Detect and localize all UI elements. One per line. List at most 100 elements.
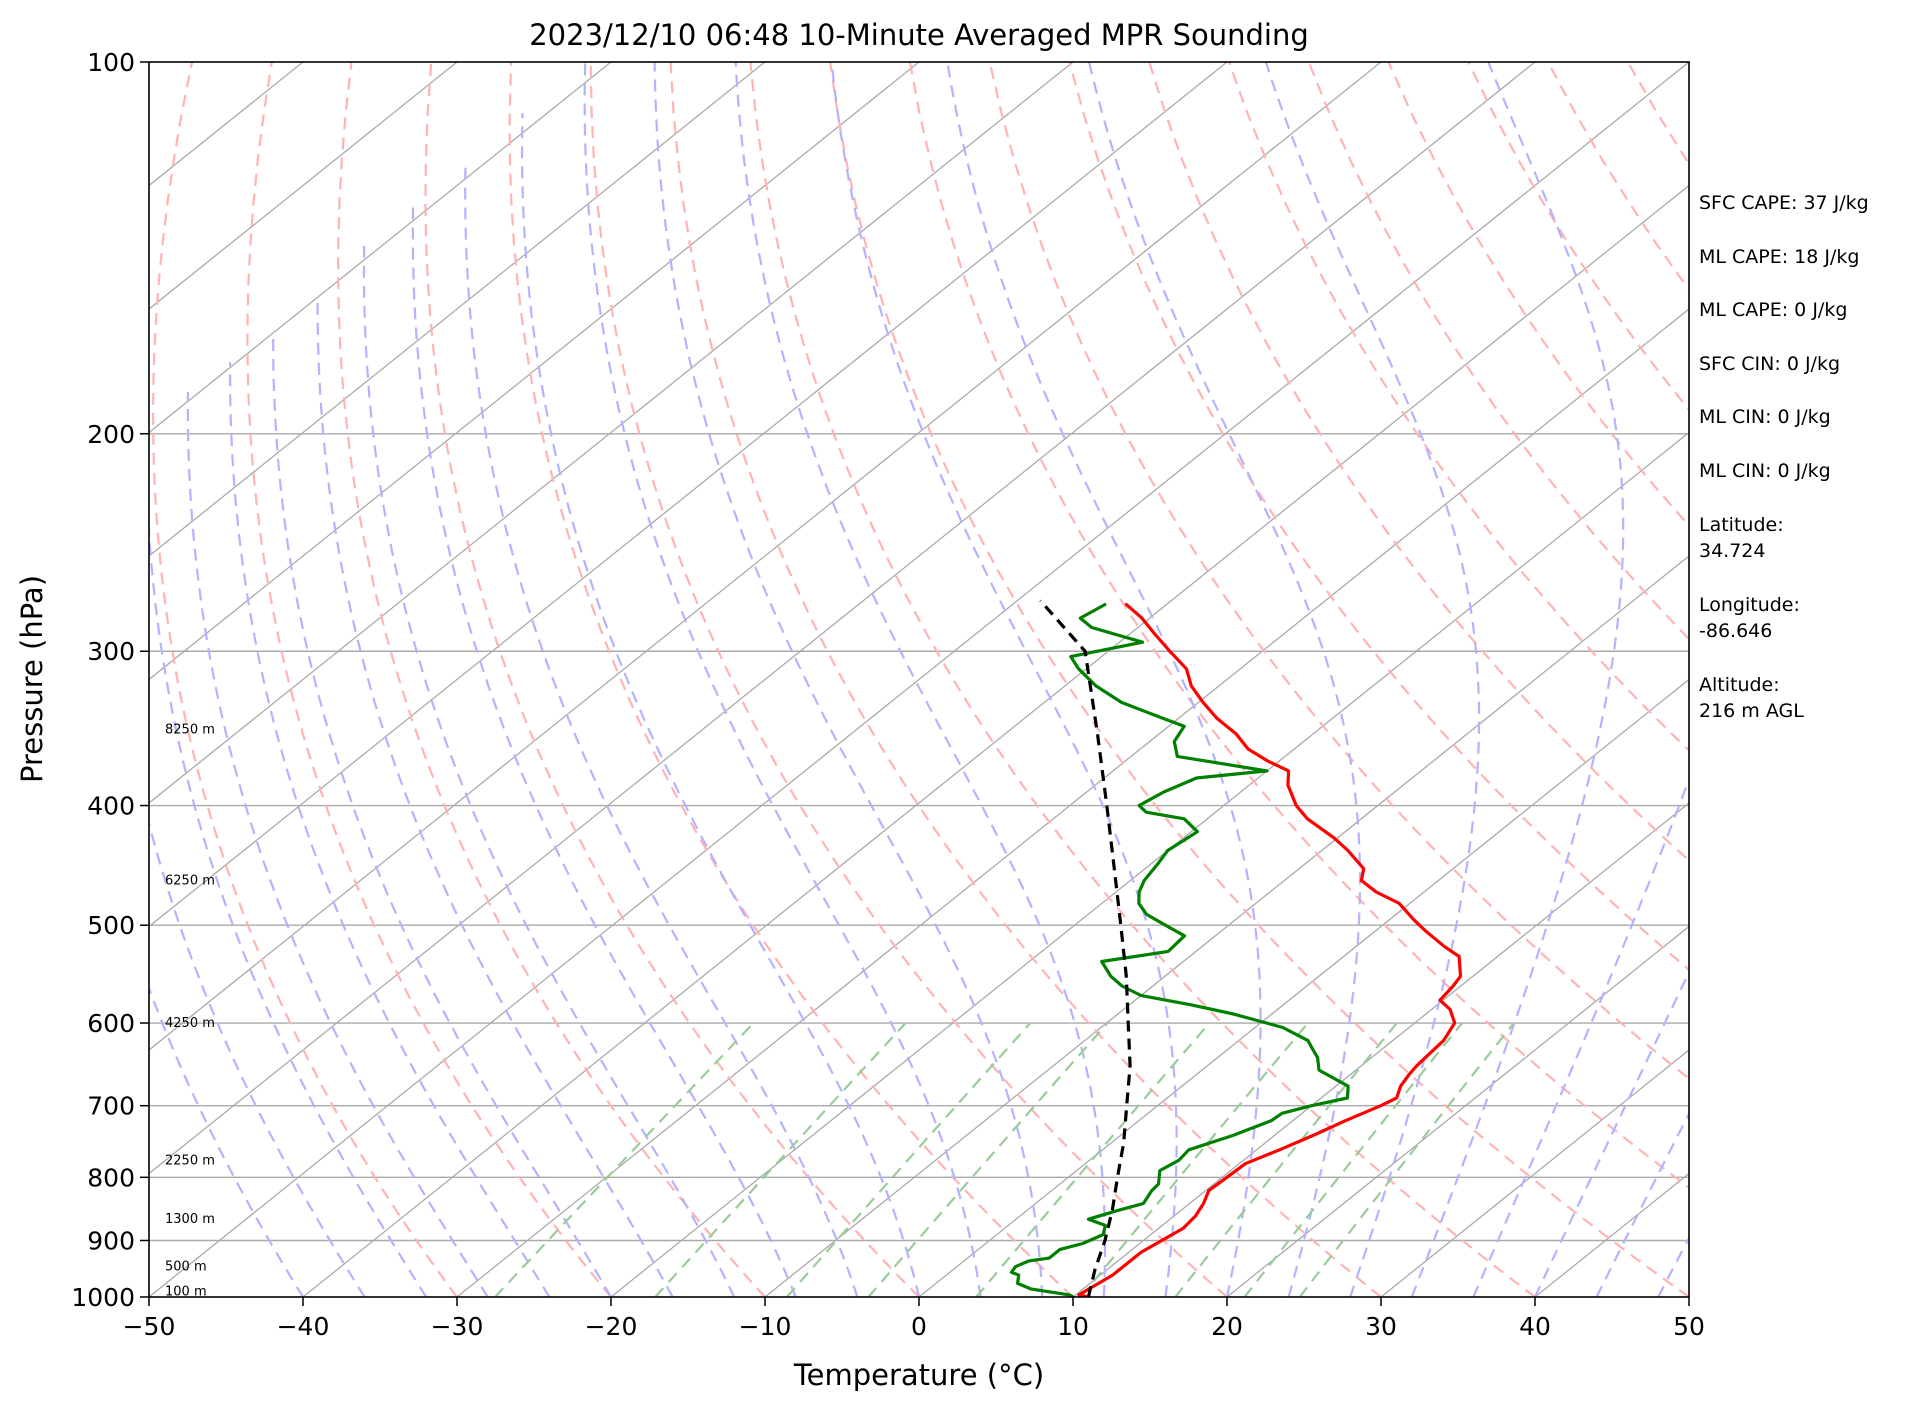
isotherm-line (1380, 1049, 1689, 1297)
dry-adiabat-line (589, 62, 1228, 1297)
ml-cape-text-2: ML CAPE: 0 J/kg (1699, 299, 1847, 321)
isotherm-line (149, 62, 920, 681)
dry-adiabat-line (246, 62, 612, 1297)
x-tick-label: 10 (1057, 1312, 1089, 1341)
isotherm-line (1072, 802, 1689, 1297)
height-label: 1300 m (165, 1212, 215, 1227)
height-label: 4250 m (165, 1016, 215, 1031)
background-lines (149, 62, 1907, 1297)
isotherm-line (764, 555, 1689, 1297)
x-axis-ticks: −50 −40 −30 −20 −10 0 10 20 30 40 50 (123, 1297, 1705, 1341)
height-label: 8250 m (165, 722, 215, 737)
dry-adiabat-line (151, 62, 458, 1297)
altitude-label: Altitude: (1699, 674, 1780, 696)
temperature-line (1077, 603, 1463, 1297)
parcel-line (1039, 599, 1132, 1297)
moist-adiabat-line (149, 985, 304, 1297)
moist-adiabat-line (316, 297, 674, 1297)
mixing-ratio-line (975, 1022, 1211, 1297)
isotherm-line (1226, 925, 1689, 1297)
moist-adiabat-line (653, 62, 1044, 1297)
isotherm-line (149, 62, 612, 434)
moist-adiabat-line (186, 391, 489, 1297)
moist-adiabat-line (1264, 62, 1481, 1297)
mixing-ratio-line (867, 1022, 1109, 1297)
moist-adiabat-line (946, 62, 1262, 1297)
isotherm-line (149, 62, 1536, 1175)
moist-adiabat-line (272, 330, 612, 1297)
isotherm-line (149, 62, 458, 310)
y-tick-label: 200 (87, 420, 135, 449)
mixing-ratio-line (785, 1022, 1032, 1297)
height-labels: 100 m 500 m 1300 m 2250 m 4250 m 6250 m 8250 m (165, 722, 215, 1299)
isotherm-line (456, 308, 1689, 1297)
isotherm-line (149, 62, 1382, 1051)
data-lines (1009, 599, 1463, 1297)
x-axis-label: Temperature (°C) (793, 1358, 1044, 1392)
x-tick-label: −30 (431, 1312, 484, 1341)
sfc-cape-text: SFC CAPE: 37 J/kg (1699, 192, 1869, 214)
info-panel: SFC CAPE: 37 J/kg ML CAPE: 18 J/kg ML CA… (1699, 192, 1869, 722)
x-tick-label: 20 (1211, 1312, 1243, 1341)
isotherm-line (610, 431, 1689, 1297)
moist-adiabat-line (734, 62, 1107, 1297)
dry-adiabat-line (424, 62, 920, 1297)
y-tick-label: 300 (87, 637, 135, 666)
mixing-ratio-line (494, 1022, 755, 1297)
chart-title: 2023/12/10 06:48 10-Minute Averaged MPR … (529, 18, 1309, 52)
height-label: 500 m (165, 1260, 207, 1275)
moist-adiabat-line (830, 62, 1178, 1297)
moist-adiabat-line (583, 62, 982, 1297)
sfc-cin-text: SFC CIN: 0 J/kg (1699, 353, 1840, 375)
dry-adiabat-line (1867, 62, 1907, 1297)
y-tick-label: 800 (87, 1163, 135, 1192)
x-tick-label: 0 (911, 1312, 927, 1341)
height-label: 100 m (165, 1285, 207, 1300)
latitude-value: 34.724 (1699, 540, 1765, 562)
dry-adiabat-line (749, 62, 1536, 1297)
moist-adiabat-line (1410, 62, 1625, 1297)
x-tick-label: −40 (277, 1312, 330, 1341)
latitude-label: Latitude: (1699, 514, 1784, 536)
moist-adiabat-line (362, 242, 736, 1297)
x-tick-label: 40 (1519, 1312, 1551, 1341)
x-tick-label: 30 (1365, 1312, 1397, 1341)
y-tick-label: 100 (87, 48, 135, 77)
y-tick-label: 400 (87, 792, 135, 821)
moist-adiabat-line (229, 362, 551, 1297)
moist-adiabat-line (464, 159, 859, 1297)
mixing-ratio-line (1080, 1022, 1309, 1297)
dry-adiabat-line (508, 62, 1074, 1297)
height-label: 6250 m (165, 874, 215, 889)
dewpoint-line (1009, 603, 1350, 1297)
isotherm-line (149, 62, 1074, 804)
y-tick-label: 600 (87, 1009, 135, 1038)
y-tick-label: 900 (87, 1226, 135, 1255)
x-tick-label: −20 (585, 1312, 638, 1341)
x-tick-label: −50 (123, 1312, 176, 1341)
moist-adiabat-line (1472, 776, 1689, 1297)
ml-cin-text: ML CIN: 0 J/kg (1699, 406, 1831, 428)
y-axis-label: Pressure (hPa) (15, 575, 49, 783)
isotherm-line (149, 62, 1228, 928)
altitude-value: 216 m AGL (1699, 700, 1804, 722)
dry-adiabat-line (669, 62, 1382, 1297)
isotherm-line (302, 184, 1689, 1297)
y-tick-label: 700 (87, 1092, 135, 1121)
dry-adiabat-line (988, 62, 1689, 1081)
height-label: 2250 m (165, 1153, 215, 1168)
ml-cape-text: ML CAPE: 18 J/kg (1699, 246, 1859, 268)
x-tick-label: −10 (739, 1312, 792, 1341)
moist-adiabat-line (149, 819, 366, 1297)
y-tick-label: 1000 (71, 1283, 135, 1312)
moist-adiabat-line (411, 202, 797, 1297)
dry-adiabat-line (829, 62, 1689, 1297)
moist-adiabat-line (149, 512, 428, 1297)
isotherm-line (149, 62, 766, 557)
ml-cin-text-2: ML CIN: 0 J/kg (1699, 460, 1831, 482)
longitude-label: Longitude: (1699, 594, 1800, 616)
y-tick-label: 500 (87, 911, 135, 940)
mixing-ratio-line (654, 1022, 907, 1297)
mixing-ratio-line (1298, 1022, 1515, 1297)
